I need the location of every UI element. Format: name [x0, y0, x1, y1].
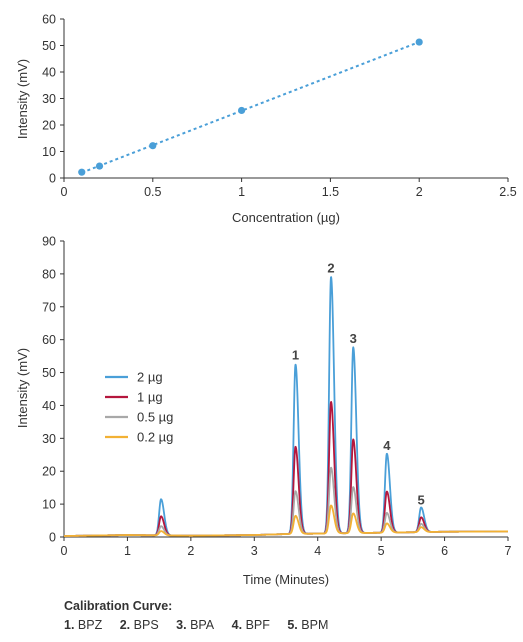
chromatogram-y-tick-label: 20	[42, 465, 56, 479]
calibration-y-tick-label: 60	[42, 13, 56, 27]
caption-item: 3. BPA	[176, 618, 214, 632]
legend-label: 0.5 µg	[137, 410, 173, 425]
chromatogram-y-axis-label: Intensity (mV)	[15, 348, 30, 428]
calibration-x-tick-label: 1.5	[322, 185, 339, 199]
chromatogram-x-tick-label: 3	[251, 544, 258, 558]
chromatogram-x-tick-label: 6	[441, 544, 448, 558]
peak-label: 5	[417, 492, 424, 507]
calibration-x-tick-label: 0.5	[144, 185, 161, 199]
chromatogram-series-line	[63, 401, 509, 537]
calibration-chart: Intensity (mV) Concentration (µg) 010203…	[15, 13, 517, 226]
caption-item-number: 2.	[119, 618, 131, 632]
peak-label: 3	[350, 331, 357, 346]
calibration-data-point	[149, 142, 157, 150]
chromatogram-x-tick-label: 1	[124, 544, 131, 558]
chromatogram-y-tick-label: 10	[42, 498, 56, 512]
chromatogram-y-tick-label: 0	[49, 531, 56, 545]
caption-item-number: 4.	[231, 618, 243, 632]
chromatogram-x-tick-label: 4	[314, 544, 321, 558]
legend-label: 2 µg	[137, 370, 163, 385]
caption-item: 2. BPS	[120, 618, 159, 632]
chromatogram-x-tick-label: 5	[378, 544, 385, 558]
chromatogram-y-tick-label: 30	[42, 432, 56, 446]
legend-label: 1 µg	[137, 390, 163, 405]
calibration-y-tick-label: 10	[42, 145, 56, 159]
calibration-y-tick-label: 0	[49, 172, 56, 186]
caption-title: Calibration Curve:	[64, 599, 173, 613]
caption-item-number: 3.	[176, 618, 187, 632]
caption: Calibration Curve: 1. BPZ 2. BPS 3. BPA …	[64, 597, 342, 635]
peak-label: 2	[327, 260, 334, 275]
calibration-data-point	[78, 168, 86, 176]
chromatogram-y-tick-label: 40	[42, 399, 56, 413]
calibration-trendline	[81, 41, 420, 174]
caption-item-name: BPF	[245, 618, 270, 632]
chromatogram-y-tick-label: 80	[42, 267, 56, 281]
caption-item-name: BPZ	[77, 618, 103, 632]
calibration-y-tick-label: 20	[42, 119, 56, 133]
figure: Intensity (mV) Concentration (µg) 010203…	[15, 13, 517, 588]
chromatogram-x-axis-label: Time (Minutes)	[243, 572, 329, 587]
chromatogram-y-tick-label: 90	[42, 235, 56, 249]
calibration-x-axis-label: Concentration (µg)	[232, 210, 340, 225]
peak-label: 4	[383, 438, 391, 453]
calibration-y-tick-label: 40	[42, 66, 56, 80]
calibration-y-tick-label: 50	[42, 39, 56, 53]
chromatogram-chart: Intensity (mV) Time (Minutes) 0102030405…	[15, 235, 512, 588]
chromatogram-series-line	[63, 276, 509, 537]
chromatogram-series-line	[63, 504, 509, 537]
calibration-y-tick-label: 30	[42, 92, 56, 106]
caption-items: 1. BPZ 2. BPS 3. BPA 4. BPF 5. BPM	[64, 616, 342, 635]
chromatogram-series-line	[63, 466, 509, 537]
legend-label: 0.2 µg	[137, 430, 173, 445]
caption-item-number: 1.	[64, 618, 75, 632]
caption-item-name: BPM	[301, 618, 329, 632]
calibration-x-tick-label: 0	[61, 185, 68, 199]
caption-item: 5. BPM	[287, 618, 328, 632]
caption-item-name: BPA	[190, 618, 215, 632]
calibration-y-axis-label: Intensity (mV)	[15, 59, 30, 139]
calibration-x-tick-label: 2	[416, 185, 423, 199]
calibration-data-point	[95, 162, 104, 170]
chromatogram-y-tick-label: 50	[42, 366, 56, 380]
chromatogram-x-tick-label: 2	[187, 544, 194, 558]
caption-item: 4. BPF	[232, 618, 270, 632]
caption-item-number: 5.	[287, 618, 298, 632]
chromatogram-x-tick-label: 0	[61, 544, 68, 558]
calibration-x-tick-label: 1	[238, 185, 245, 199]
chromatogram-y-tick-label: 70	[42, 300, 56, 314]
calibration-data-point	[415, 38, 423, 46]
caption-item: 1. BPZ	[64, 618, 102, 632]
calibration-data-point	[238, 106, 246, 115]
chromatogram-y-tick-label: 60	[42, 333, 56, 347]
peak-label: 1	[292, 348, 299, 363]
calibration-x-tick-label: 2.5	[499, 185, 516, 199]
caption-item-name: BPS	[133, 618, 159, 632]
chromatogram-x-tick-label: 7	[505, 544, 512, 558]
